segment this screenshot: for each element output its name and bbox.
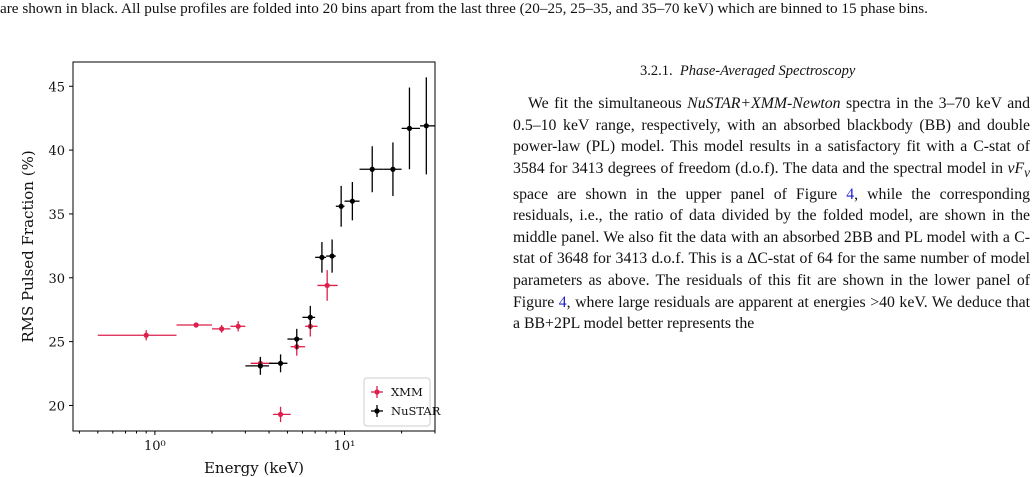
x-axis-label: Energy (keV)	[204, 459, 304, 477]
data-point	[423, 123, 429, 129]
section-number: 3.2.1.	[640, 63, 673, 79]
data-point	[390, 166, 396, 172]
data-point	[307, 314, 313, 320]
italic-text: NuSTAR+XMM-Newton	[687, 95, 841, 112]
data-point	[219, 326, 225, 332]
data-point	[406, 125, 413, 131]
data-point	[319, 254, 325, 260]
y-tick-label: 45	[48, 80, 65, 95]
text: , while the corresponding residuals, i.e…	[513, 185, 1031, 311]
y-tick-label: 20	[48, 399, 65, 414]
data-point	[294, 336, 300, 342]
figure-link[interactable]: 4	[558, 293, 567, 311]
plot-frame	[72, 61, 436, 432]
text: space are shown in the upper panel of Fi…	[513, 185, 847, 203]
math-subscript: ν	[1024, 164, 1030, 180]
figure-link[interactable]: 4	[846, 185, 855, 203]
data-point	[338, 203, 344, 209]
data-point	[277, 411, 284, 418]
x-tick-label: 10⁰	[144, 439, 166, 454]
y-tick-label: 35	[48, 208, 65, 223]
data-point	[349, 198, 355, 204]
legend-label: XMM	[391, 385, 423, 399]
data-point	[193, 322, 199, 328]
data-point	[324, 282, 330, 289]
text: spectra in the 3–70 keV and 0.5–10 keV r…	[513, 95, 1030, 177]
legend-marker	[374, 389, 380, 395]
legend-box	[363, 377, 431, 427]
legend-marker	[374, 408, 380, 414]
data-point	[257, 363, 263, 369]
y-tick-label: 25	[48, 336, 65, 351]
data-point	[369, 166, 375, 172]
text: We fit the simultaneous	[528, 95, 688, 112]
figure-caption: are shown in black. All pulse profiles a…	[0, 0, 928, 17]
y-axis-label: RMS Pulsed Fraction (%)	[19, 150, 37, 342]
section-title: Phase-Averaged Spectroscopy	[679, 63, 856, 79]
y-tick-label: 30	[48, 272, 65, 287]
legend-label: NuSTAR	[391, 404, 441, 418]
chart: 20 25 30 35 40 45 10⁰ 10¹ Energy (keV) RMS Pulsed…	[19, 61, 441, 477]
data-point	[235, 323, 241, 329]
x-tick-label: 10¹	[334, 439, 356, 454]
math: νF	[1007, 159, 1025, 177]
y-tick-label: 40	[48, 144, 65, 159]
data-point	[277, 360, 284, 366]
section-heading: 3.2.1. Phase-Averaged Spectroscopy	[640, 63, 855, 80]
text: , where large residuals are apparent at …	[513, 293, 1030, 333]
data-point	[329, 253, 335, 259]
paragraph: We fit the simultaneous NuSTAR+XMM-Newto…	[513, 93, 1030, 335]
data-point	[143, 332, 149, 338]
